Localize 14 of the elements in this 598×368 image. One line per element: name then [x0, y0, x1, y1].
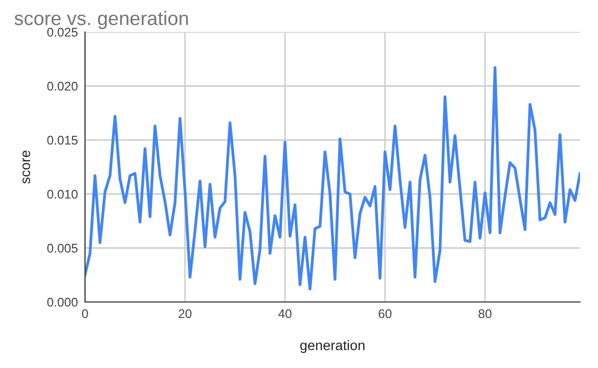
y-tick-label: 0.015 — [47, 136, 78, 145]
x-tick-label: 40 — [278, 309, 292, 318]
y-tick-label: 0.025 — [47, 28, 78, 37]
y-tick-label: 0.020 — [47, 82, 78, 91]
x-tick-label: 80 — [478, 309, 492, 318]
y-axis-title: score — [22, 150, 30, 184]
line-series — [85, 66, 580, 290]
y-tick-label: 0.000 — [47, 298, 78, 307]
y-tick-label: 0.010 — [47, 190, 78, 199]
x-tick-label: 20 — [178, 309, 192, 318]
x-axis-title: generation — [300, 340, 364, 353]
x-tick-label: 0 — [82, 309, 88, 318]
x-tick-label: 60 — [378, 309, 392, 318]
y-tick-label: 0.005 — [47, 244, 78, 253]
